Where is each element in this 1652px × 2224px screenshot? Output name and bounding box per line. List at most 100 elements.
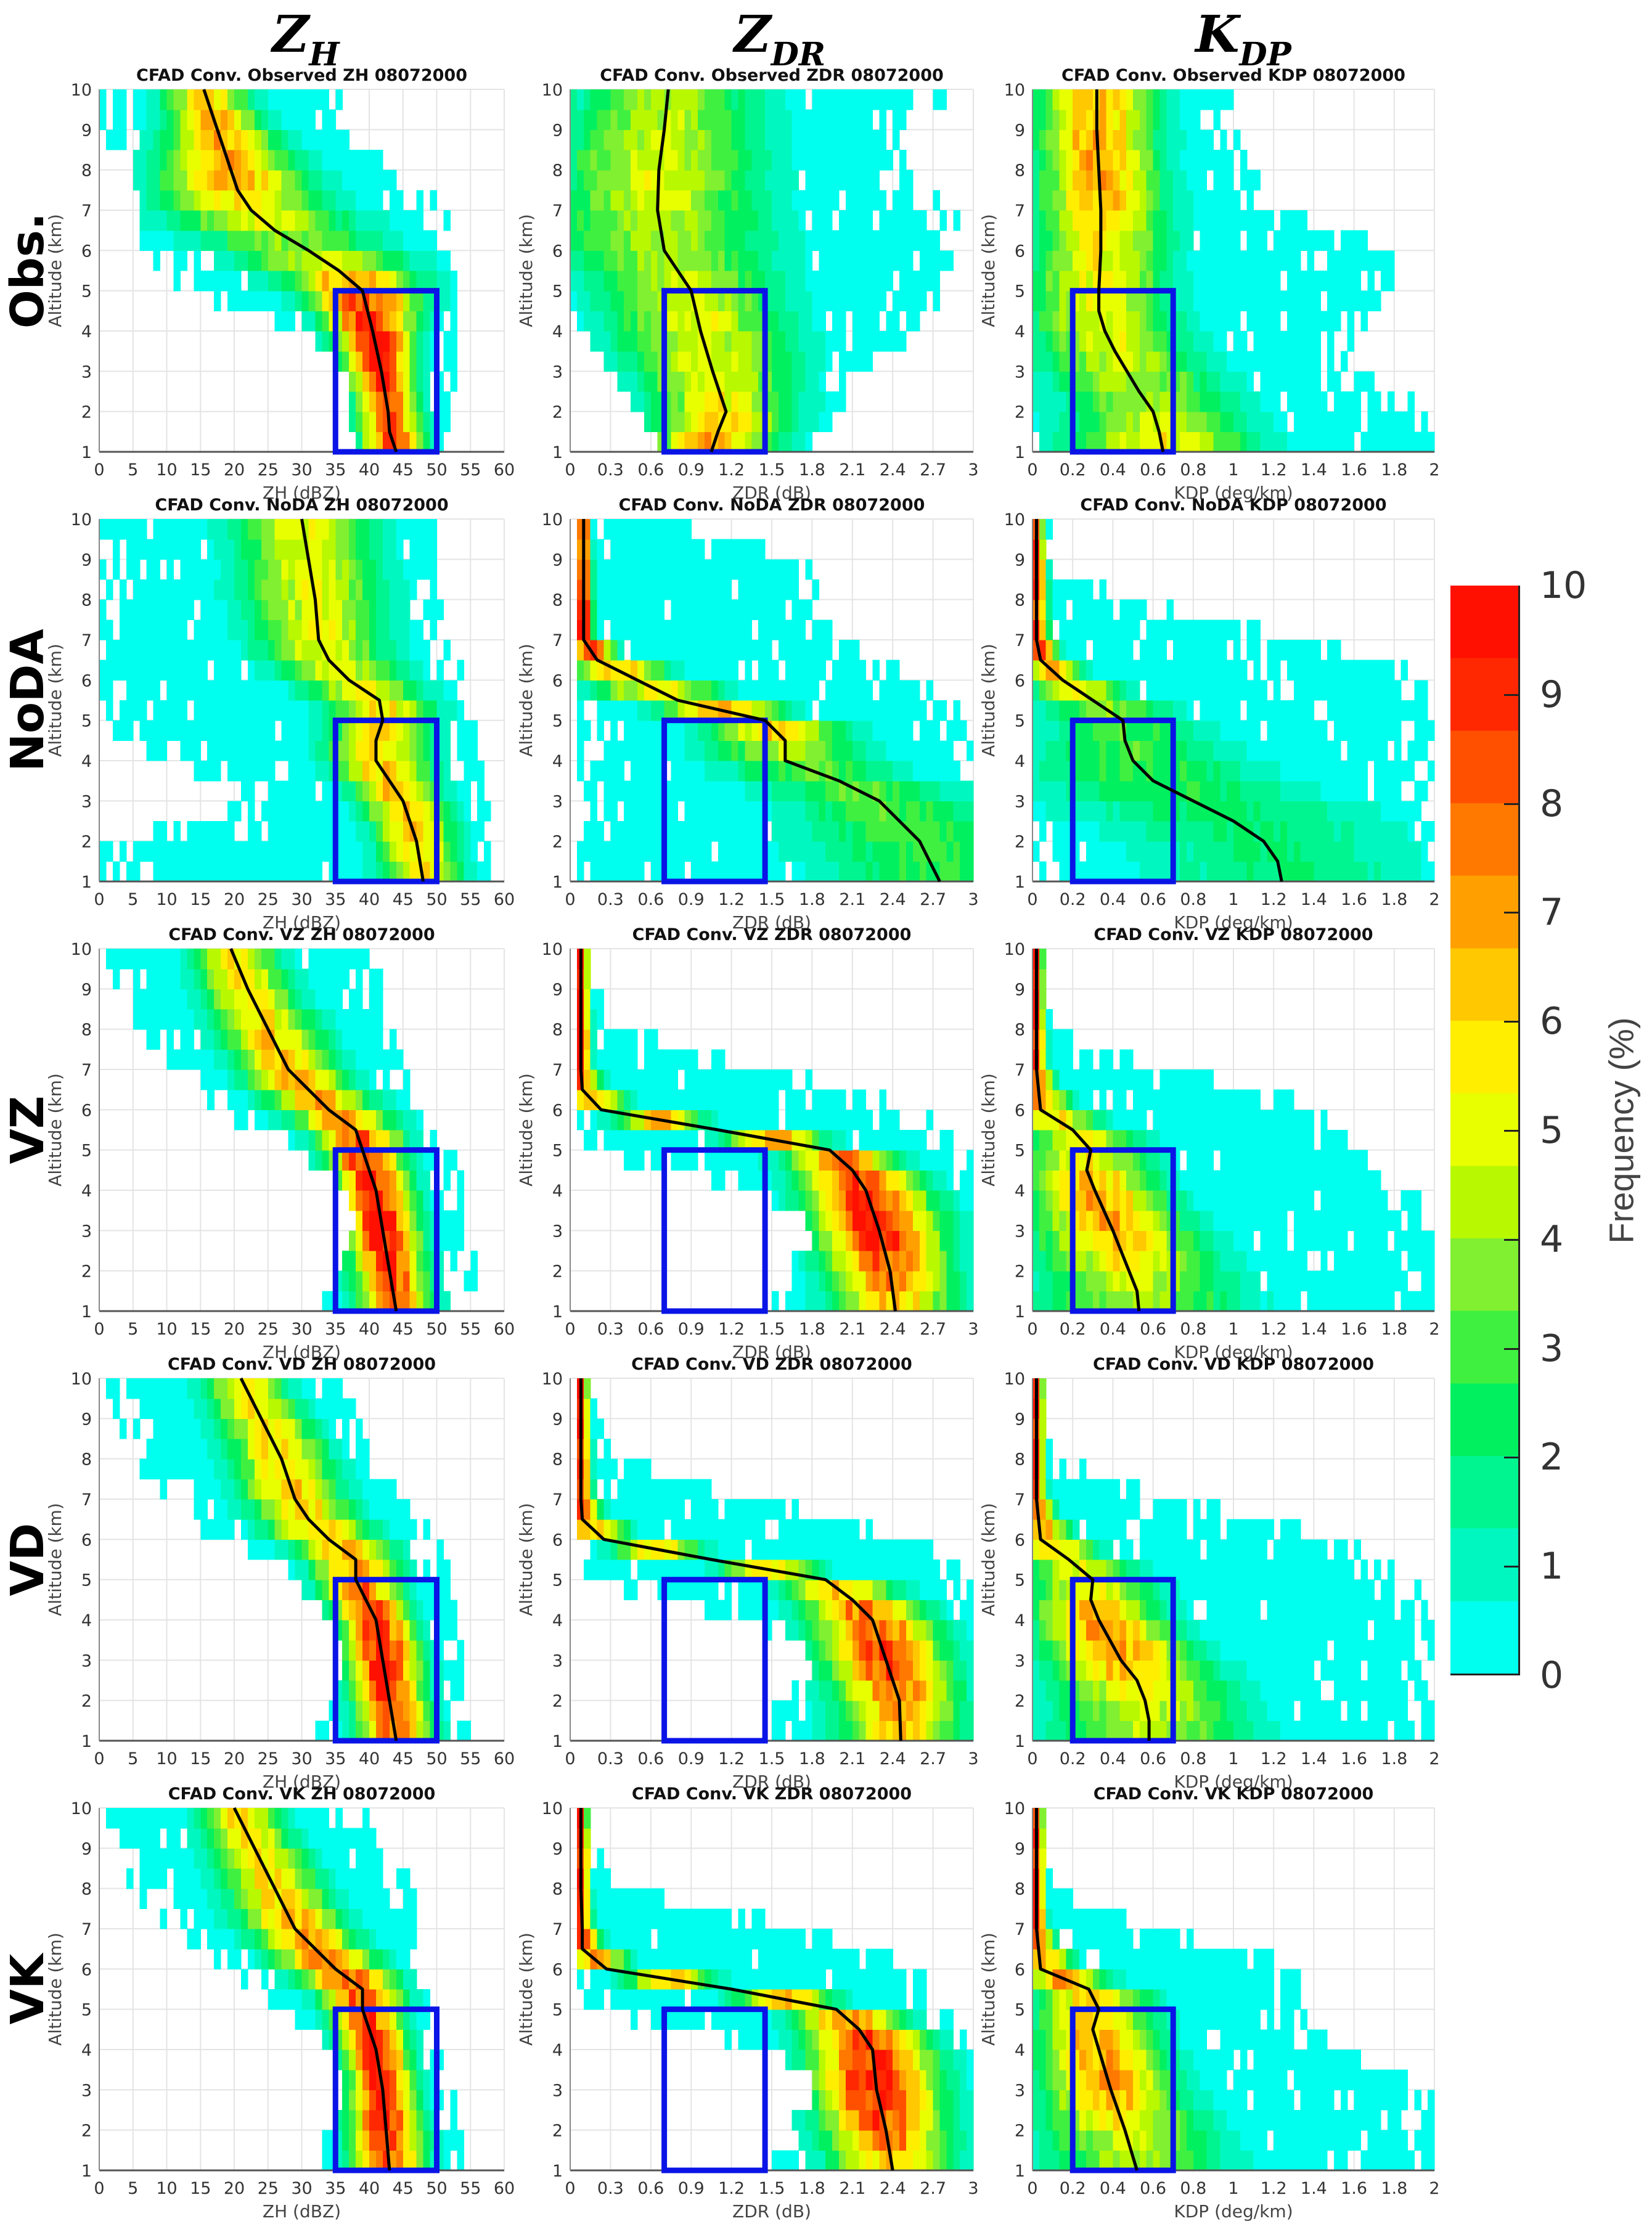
x-tick-label: 0.3 xyxy=(597,1320,624,1339)
y-tick-label: 10 xyxy=(71,940,92,959)
x-tick-label: 2.1 xyxy=(839,460,865,480)
x-tick-label: 2.1 xyxy=(839,890,865,909)
heatmap-cells xyxy=(576,519,974,882)
y-tick-label: 10 xyxy=(542,81,563,100)
x-tick-label: 1.4 xyxy=(1301,890,1327,909)
y-tick-label: 9 xyxy=(552,121,563,140)
x-tick-label: 0.4 xyxy=(1100,460,1126,480)
x-tick-label: 1 xyxy=(1228,460,1238,480)
colorbar-tick-label: 5 xyxy=(1540,1109,1564,1152)
y-tick-label: 7 xyxy=(1015,1920,1025,1939)
mean-profile-line xyxy=(579,949,898,1312)
x-tick-label: 1.6 xyxy=(1341,1320,1367,1339)
x-tick-label: 1.8 xyxy=(1381,2179,1407,2198)
x-tick-label: 1 xyxy=(1228,890,1238,909)
y-tick-label: 5 xyxy=(552,712,563,731)
x-tick-label: 0.9 xyxy=(678,1320,705,1339)
heatmap-cells xyxy=(1032,519,1435,882)
x-tick-label: 0 xyxy=(94,1749,104,1768)
y-tick-label: 2 xyxy=(552,1692,563,1711)
x-tick-label: 0.2 xyxy=(1060,890,1086,909)
x-tick-label: 0.9 xyxy=(678,460,705,480)
highlight-box xyxy=(661,1577,768,1744)
x-tick-label: 2.4 xyxy=(880,1320,906,1339)
y-tick-label: 3 xyxy=(1015,2081,1025,2100)
y-tick-label: 4 xyxy=(81,1182,92,1201)
y-tick-label: 5 xyxy=(1015,2001,1025,2020)
y-tick-label: 5 xyxy=(81,282,92,301)
x-tick-label: 1.2 xyxy=(718,460,745,480)
y-axis-label: Altitude (km) xyxy=(516,1073,536,1187)
column-header-zdr: ZDR xyxy=(734,5,826,73)
x-tick-label: 2.7 xyxy=(920,890,946,909)
y-tick-label: 10 xyxy=(1004,1799,1025,1818)
x-tick-label: 0.6 xyxy=(1140,460,1166,480)
y-tick-label: 4 xyxy=(552,1182,563,1201)
mean-profile-line xyxy=(582,519,941,883)
colorbar-tick-label: 3 xyxy=(1540,1327,1564,1370)
x-tick-label: 30 xyxy=(291,1749,312,1768)
y-axis-label: Altitude (km) xyxy=(978,644,999,757)
x-tick-label: 40 xyxy=(359,1320,380,1339)
panel-title: CFAD Conv. Observed ZDR 08072000 xyxy=(600,66,944,85)
x-tick-label: 25 xyxy=(258,1749,279,1768)
y-tick-label: 8 xyxy=(81,1450,92,1470)
x-axis-label: KDP (deg/km) xyxy=(1174,2201,1293,2222)
x-tick-label: 20 xyxy=(224,1749,245,1768)
heatmap-cells xyxy=(576,949,974,1312)
mean-profile-line xyxy=(300,518,425,882)
x-tick-label: 0.9 xyxy=(678,890,705,909)
colorbar-tick-label: 7 xyxy=(1540,891,1564,934)
y-tick-label: 6 xyxy=(1015,671,1025,690)
y-tick-label: 4 xyxy=(1015,1182,1025,1201)
y-tick-label: 10 xyxy=(542,940,563,959)
x-tick-label: 2.1 xyxy=(839,1749,865,1768)
y-tick-label: 8 xyxy=(1015,591,1025,610)
x-tick-label: 0 xyxy=(1027,890,1037,909)
x-tick-label: 50 xyxy=(426,1320,447,1339)
colorbar-tick-label: 2 xyxy=(1540,1436,1564,1479)
highlight-box xyxy=(332,288,440,455)
mean-profile-line xyxy=(229,948,398,1312)
y-tick-label: 5 xyxy=(81,1571,92,1590)
x-tick-label: 0.6 xyxy=(1140,890,1166,909)
y-tick-label: 9 xyxy=(552,980,563,999)
x-tick-label: 1.5 xyxy=(759,1320,785,1339)
y-tick-label: 2 xyxy=(81,833,92,852)
y-tick-label: 4 xyxy=(552,752,563,771)
x-tick-label: 2 xyxy=(1429,1320,1439,1339)
colorbar-tick xyxy=(1504,1566,1519,1568)
y-tick-label: 4 xyxy=(1015,322,1025,341)
colorbar-tick-label: 8 xyxy=(1540,782,1564,825)
y-tick-label: 9 xyxy=(81,1410,92,1429)
y-tick-label: 10 xyxy=(1004,940,1025,959)
x-axis-label: ZH (dBZ) xyxy=(263,1772,341,1792)
x-tick-label: 1.6 xyxy=(1341,460,1367,480)
x-tick-label: 30 xyxy=(291,890,312,909)
x-tick-label: 45 xyxy=(393,1320,414,1339)
x-tick-label: 2.7 xyxy=(920,1749,946,1768)
y-tick-label: 9 xyxy=(81,121,92,140)
x-tick-label: 60 xyxy=(494,1749,515,1768)
x-tick-label: 0.3 xyxy=(597,460,624,480)
y-tick-label: 7 xyxy=(81,1061,92,1080)
panel-title: CFAD Conv. NoDA ZH 08072000 xyxy=(155,496,448,515)
x-tick-label: 60 xyxy=(494,890,515,909)
heatmap-cells xyxy=(99,89,457,452)
x-tick-label: 0.8 xyxy=(1180,1320,1206,1339)
highlight-box xyxy=(332,1147,440,1314)
x-tick-label: 2.7 xyxy=(920,1320,946,1339)
highlight-box xyxy=(332,717,440,885)
colorbar-tick xyxy=(1504,1130,1519,1132)
y-tick-label: 9 xyxy=(81,980,92,999)
y-tick-label: 2 xyxy=(552,403,563,422)
colorbar-tick-label: 9 xyxy=(1540,673,1564,716)
x-tick-label: 50 xyxy=(426,460,447,480)
y-tick-label: 6 xyxy=(81,242,92,261)
x-tick-label: 2.4 xyxy=(880,1749,906,1768)
x-tick-label: 0.6 xyxy=(637,1749,664,1768)
x-tick-label: 0 xyxy=(1027,2179,1037,2198)
